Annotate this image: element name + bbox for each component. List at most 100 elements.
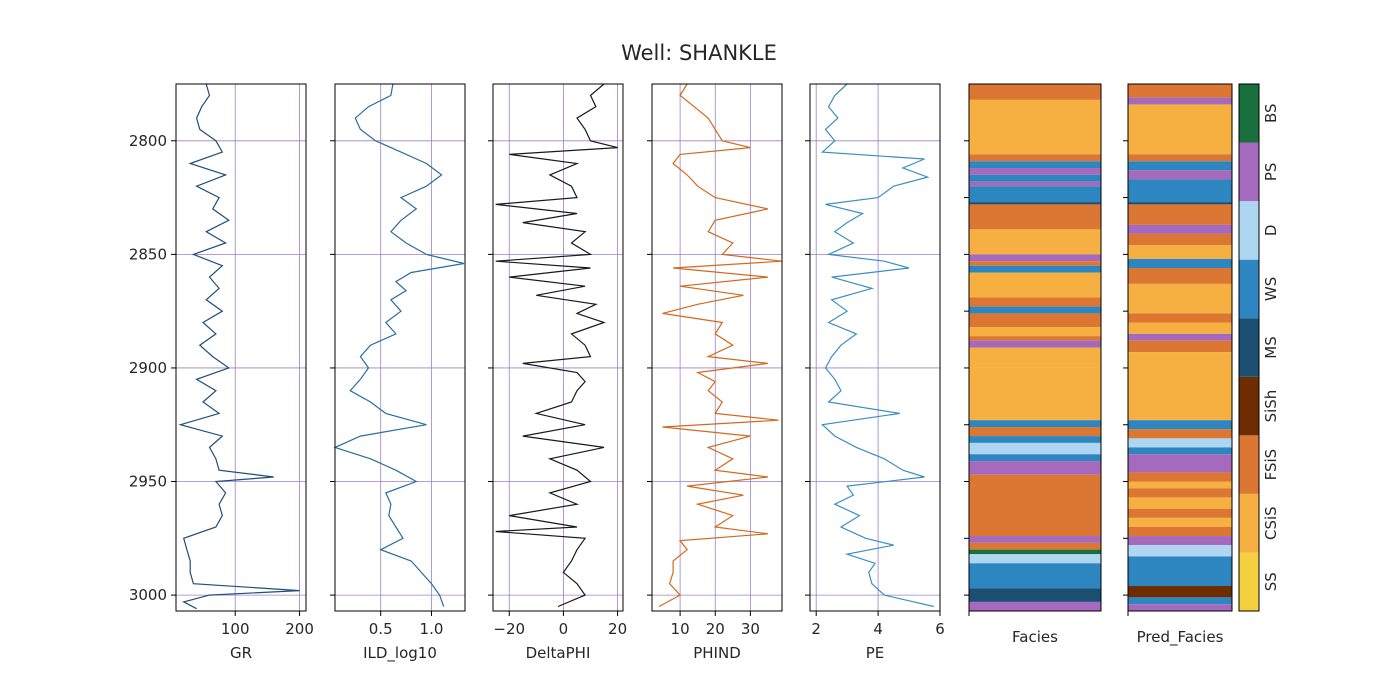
facies-interval-PS (969, 536, 1101, 543)
facies-interval-FSiS (969, 204, 1101, 230)
colorbar-swatch-FSiS (1239, 435, 1259, 494)
x-tick-label: 1.0 (420, 620, 444, 638)
facies-interval-FSiS (1128, 508, 1232, 518)
facies-interval-WS (969, 420, 1101, 428)
x-tick-label: −20 (493, 620, 525, 638)
facies-interval-WS (969, 161, 1101, 169)
facies-interval-D (1128, 438, 1232, 448)
pred-facies-track: Pred_Facies (1123, 83, 1233, 647)
facies-interval-CSiS (969, 367, 1101, 421)
y-tick-label: 3000 (129, 586, 167, 604)
facies-interval-D (969, 442, 1101, 455)
x-tick-label: 2 (811, 620, 821, 638)
panel-frame (175, 83, 307, 612)
facies-interval-PS (969, 181, 1101, 187)
facies-interval-FSiS (969, 427, 1101, 437)
facies-interval-CSiS (1128, 497, 1232, 509)
x-tick-label: 0 (559, 620, 569, 638)
colorbar-label: MS (1262, 336, 1280, 358)
facies-interval-CSiS (1128, 481, 1232, 489)
panel-frame (334, 83, 466, 612)
facies-interval-PS (969, 461, 1101, 475)
x-axis-label: Pred_Facies (1137, 628, 1224, 647)
log-curve-PE (820, 83, 934, 608)
facies-interval-PS (969, 340, 1101, 348)
facies-interval-PS (1128, 224, 1232, 234)
facies-interval-WS (1128, 161, 1232, 171)
facies-interval-FSiS (969, 313, 1101, 328)
facies-interval-CSiS (969, 347, 1101, 368)
x-tick-label: 200 (285, 620, 314, 638)
facies-interval-CSiS (969, 272, 1101, 298)
x-axis-label: PE (866, 644, 885, 662)
facies-interval-BS (969, 549, 1101, 555)
facies-interval-FSiS (1128, 526, 1232, 537)
x-tick-label: 100 (221, 620, 250, 638)
facies-interval-FSiS (1128, 488, 1232, 498)
facies-interval-WS (1128, 447, 1232, 455)
facies-interval-WS (1128, 179, 1232, 203)
log-curve-DPHI (495, 83, 618, 608)
x-axis-label: ILD_log10 (363, 644, 437, 663)
facies-interval-FSiS (1128, 472, 1232, 482)
panel-frame (492, 83, 624, 612)
facies-interval-FSiS (1128, 204, 1232, 225)
panel-frame (651, 83, 783, 612)
facies-interval-CSiS (1128, 322, 1232, 334)
facies-interval-FSiS (969, 261, 1101, 266)
colorbar-swatch-WS (1239, 259, 1259, 319)
x-axis-label: DeltaPHI (526, 644, 591, 662)
colorbar-swatch-D (1239, 201, 1259, 260)
colorbar-label: FSiS (1262, 449, 1280, 481)
facies-track: Facies (964, 83, 1102, 646)
facies-interval-FSiS (1128, 267, 1232, 284)
facies-interval-PS (969, 254, 1101, 262)
facies-interval-PS (1128, 536, 1232, 546)
colorbar-swatch-CSiS (1239, 493, 1259, 553)
panel-frame (809, 83, 941, 612)
log-panel-DPHI: −20 0 20 DeltaPHI (488, 83, 627, 662)
x-tick-label: 6 (935, 620, 945, 638)
y-tick-label: 2850 (129, 245, 167, 263)
facies-interval-FSiS (1128, 429, 1232, 439)
colorbar-label: BS (1262, 103, 1280, 123)
y-tick-label: 2950 (129, 473, 167, 491)
facies-interval-CSiS (1128, 245, 1232, 259)
log-panel-PE: 2 4 6 PE (805, 83, 945, 662)
colorbar-label: PS (1262, 163, 1280, 182)
facies-interval-WS (969, 174, 1101, 182)
facies-interval-WS (969, 186, 1101, 203)
facies-interval-WS (1128, 597, 1232, 605)
facies-frame (1127, 83, 1233, 612)
facies-interval-PS (969, 168, 1101, 175)
colorbar-label: D (1262, 225, 1280, 237)
facies-interval-MS (1128, 202, 1232, 205)
facies-interval-FSiS (969, 542, 1101, 550)
colorbar-swatch-BS (1239, 84, 1259, 143)
log-curve-PHIND (658, 83, 783, 608)
facies-interval-CSiS (969, 229, 1101, 255)
facies-interval-FSiS (1128, 84, 1232, 98)
facies-interval-FSiS (1128, 233, 1232, 246)
facies-interval-PS (1128, 97, 1232, 105)
colorbar-label: SiSh (1262, 390, 1280, 423)
facies-interval-PS (1128, 333, 1232, 341)
x-tick-label: 4 (873, 620, 883, 638)
facies-interval-CSiS (1128, 517, 1232, 527)
y-tick-label: 2900 (129, 359, 167, 377)
facies-interval-MS (969, 588, 1101, 602)
facies-interval-CSiS (969, 327, 1101, 337)
colorbar-label: WS (1262, 277, 1280, 301)
facies-interval-FSiS (1128, 340, 1232, 353)
facies-interval-FSiS (1128, 313, 1232, 323)
facies-interval-PS (1128, 170, 1232, 180)
facies-interval-D (1128, 545, 1232, 557)
x-tick-label: 20 (706, 620, 725, 638)
facies-interval-WS (969, 436, 1101, 443)
facies-interval-FSiS (969, 336, 1101, 341)
facies-interval-WS (1128, 258, 1232, 268)
facies-frame (968, 83, 1102, 612)
x-axis-label: GR (230, 644, 252, 662)
facies-interval-FSiS (969, 297, 1101, 307)
